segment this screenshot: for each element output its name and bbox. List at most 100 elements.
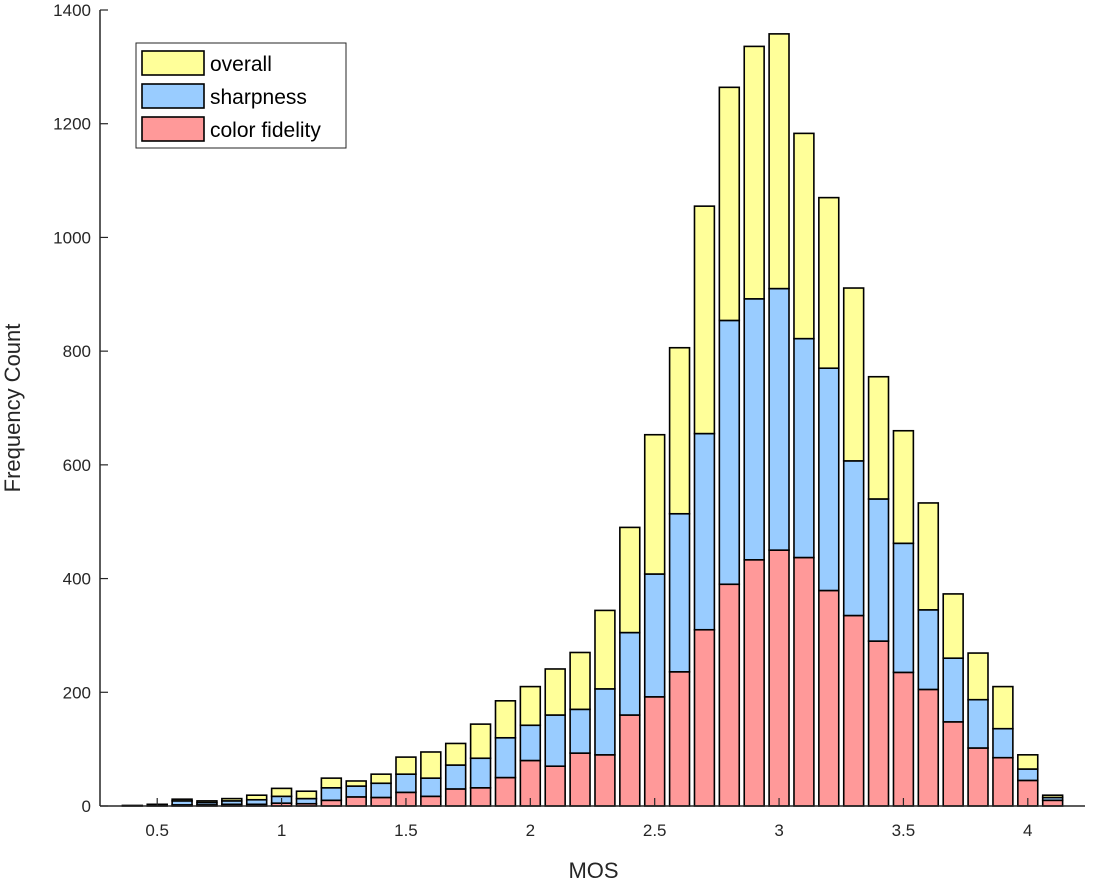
- legend-label: sharpness: [210, 86, 307, 109]
- y-ticks: 0 200 400 600 800 1000 1200 1400: [53, 1, 108, 816]
- legend-label: overall: [210, 53, 272, 76]
- bar-overall: [295, 790, 318, 800]
- bar-color-fidelity: [420, 795, 442, 807]
- y-tick-label: 600: [63, 456, 91, 475]
- bar-overall: [718, 86, 741, 322]
- bar-sharpness: [992, 727, 1014, 759]
- bar-overall: [793, 132, 815, 340]
- y-tick-label: 1000: [53, 228, 91, 247]
- bar-color-fidelity: [892, 671, 915, 807]
- bar-color-fidelity: [793, 556, 815, 807]
- x-tick-label: 2.5: [643, 821, 667, 840]
- bar-overall: [867, 375, 890, 500]
- bar-sharpness: [594, 688, 616, 756]
- bar-color-fidelity: [594, 754, 616, 807]
- bar-overall: [444, 742, 467, 766]
- bar-sharpness: [569, 708, 591, 754]
- bar-overall: [345, 780, 367, 787]
- bar-sharpness: [743, 298, 765, 561]
- bar-color-fidelity: [768, 549, 790, 807]
- y-tick-label: 1400: [53, 1, 91, 20]
- y-axis-label: Frequency Count: [0, 324, 25, 493]
- bar-sharpness: [469, 757, 492, 789]
- bar-color-fidelity: [842, 614, 865, 807]
- bar-overall: [569, 651, 591, 711]
- bar-color-fidelity: [370, 796, 392, 807]
- bar-overall: [245, 794, 268, 801]
- legend-entries: overall sharpness color fidelity: [141, 50, 321, 142]
- x-tick-label: 2: [526, 821, 535, 840]
- bar-sharpness: [519, 724, 542, 762]
- bar-sharpness: [1017, 768, 1039, 782]
- bar-color-fidelity: [917, 688, 940, 807]
- bar-color-fidelity: [668, 671, 691, 807]
- bar-color-fidelity: [345, 796, 367, 807]
- x-tick-label: 1.5: [394, 821, 418, 840]
- bar-sharpness: [867, 498, 890, 642]
- bar-overall: [992, 685, 1014, 730]
- x-ticks: 0.5 1 1.5 2 2.5 3 3.5 4: [145, 798, 1033, 840]
- bar-overall: [892, 429, 915, 545]
- bar-color-fidelity: [643, 696, 666, 807]
- bar-color-fidelity: [494, 776, 517, 807]
- bar-overall: [270, 787, 293, 798]
- bar-overall: [1017, 754, 1039, 770]
- bar-sharpness: [793, 337, 815, 559]
- x-axis-label: MOS: [568, 858, 618, 882]
- bar-color-fidelity: [967, 747, 989, 807]
- bar-overall: [171, 798, 193, 802]
- bar-sharpness: [818, 367, 840, 592]
- bar-overall: [668, 346, 691, 515]
- bar-sharpness: [345, 785, 367, 798]
- bar-sharpness: [892, 542, 915, 674]
- bar-overall: [942, 593, 964, 659]
- bar-color-fidelity: [444, 788, 467, 807]
- y-tick-label: 400: [63, 570, 91, 589]
- bar-overall: [619, 526, 641, 634]
- legend-label: color fidelity: [210, 119, 321, 142]
- legend: overall sharpness color fidelity: [135, 42, 347, 149]
- bar-sharpness: [444, 764, 467, 790]
- bar-overall: [743, 45, 765, 300]
- bar-color-fidelity: [718, 583, 741, 807]
- bar-overall: [494, 700, 517, 739]
- bar-overall: [196, 800, 218, 804]
- bar-color-fidelity: [867, 640, 890, 807]
- x-tick-label: 0.5: [145, 821, 169, 840]
- bar-sharpness: [768, 287, 790, 551]
- bar-overall: [818, 196, 840, 369]
- bar-overall: [221, 797, 243, 802]
- bar-sharpness: [718, 319, 741, 586]
- bar-overall: [643, 433, 666, 575]
- bar-color-fidelity: [320, 799, 343, 807]
- bar-overall: [469, 723, 492, 760]
- bar-sharpness: [942, 657, 964, 723]
- y-tick-label: 800: [63, 342, 91, 361]
- bar-color-fidelity: [544, 765, 566, 807]
- bar-color-fidelity: [992, 756, 1014, 807]
- y-tick-label: 200: [63, 683, 91, 702]
- bar-overall: [917, 502, 940, 611]
- bar-sharpness: [420, 777, 442, 798]
- bar-overall: [768, 33, 790, 290]
- bar-sharpness: [693, 432, 716, 631]
- x-tick-label: 1: [277, 821, 286, 840]
- bar-color-fidelity: [1041, 799, 1064, 807]
- x-tick-label: 3: [774, 821, 783, 840]
- legend-swatch: [141, 116, 205, 142]
- bar-color-fidelity: [469, 787, 492, 807]
- bar-color-fidelity: [569, 752, 591, 807]
- legend-swatch: [141, 83, 205, 109]
- bar-overall: [544, 668, 566, 716]
- bar-color-fidelity: [693, 628, 716, 807]
- y-tick-label: 0: [82, 797, 91, 816]
- bar-sharpness: [395, 773, 417, 794]
- bar-color-fidelity: [942, 721, 964, 807]
- bar-sharpness: [370, 782, 392, 799]
- y-tick-label: 1200: [53, 115, 91, 134]
- bar-sharpness: [494, 736, 517, 779]
- bar-overall: [842, 287, 865, 462]
- bar-color-fidelity: [619, 714, 641, 807]
- bar-sharpness: [967, 698, 989, 749]
